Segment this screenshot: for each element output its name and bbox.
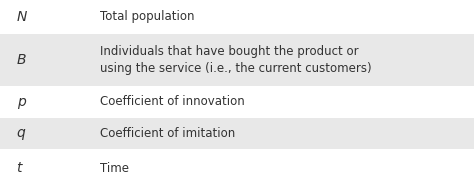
Text: p: p [17, 95, 25, 109]
Bar [0, 149, 474, 188]
Text: Individuals that have bought the product or
using the service (i.e., the current: Individuals that have bought the product… [100, 45, 371, 75]
Text: N: N [17, 10, 27, 24]
Text: Time: Time [100, 162, 128, 175]
Bar [0, 118, 474, 149]
Text: q: q [17, 126, 25, 140]
Text: B: B [17, 53, 26, 67]
Text: Coefficient of imitation: Coefficient of imitation [100, 127, 235, 139]
Text: t: t [17, 161, 22, 175]
Text: Coefficient of innovation: Coefficient of innovation [100, 96, 244, 108]
Bar [0, 86, 474, 118]
Text: Total population: Total population [100, 10, 194, 24]
Bar [0, 0, 474, 34]
Bar [0, 34, 474, 86]
